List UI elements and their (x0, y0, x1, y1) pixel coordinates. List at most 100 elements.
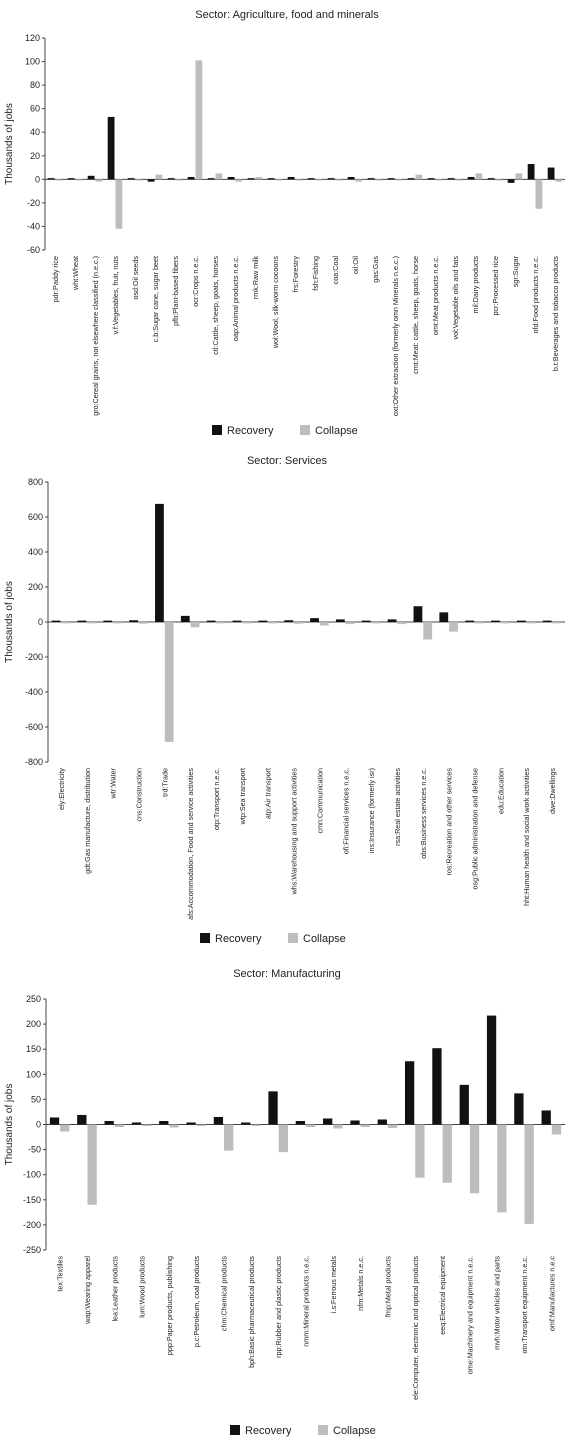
bar-collapse (60, 1124, 70, 1132)
y-tick-label: 80 (30, 80, 40, 90)
bar-recovery (491, 620, 500, 622)
bar-recovery (527, 164, 535, 180)
bar-collapse (455, 179, 463, 181)
legend-label-collapse: Collapse (315, 425, 358, 437)
category-label: nmm:Mineral products n.e.c. (302, 1256, 311, 1347)
category-label: cns:Construction (134, 768, 143, 822)
y-tick-label: -50 (28, 1145, 41, 1155)
category-label: mil:Dairy products (471, 256, 480, 314)
bar-collapse (552, 622, 562, 624)
bar-collapse (497, 1124, 507, 1213)
category-label: v.f:Vegetables, fruit, nuts (111, 256, 120, 335)
category-label: p.c:Petroleum, coal products (192, 1256, 201, 1347)
bar-collapse (75, 179, 83, 181)
bar-recovery (87, 175, 95, 180)
category-label: osg:Public administration and defense (471, 768, 480, 889)
category-label: gdt:Gas manufacture, distribution (83, 768, 92, 874)
category-label: wol:Wool, silk-worm cocoons (271, 256, 280, 350)
category-label: oil:Oil (351, 256, 360, 274)
bar-collapse (195, 60, 203, 180)
category-label: frs:Forestry (291, 256, 300, 293)
chart-services: Sector: Services -800 -600 -400 -200 0 200 400 6… (0, 450, 575, 960)
bar-recovery (268, 1091, 278, 1125)
bar-recovery (295, 1120, 305, 1125)
legend-label-collapse: Collapse (333, 1425, 376, 1437)
bar-recovery (347, 176, 355, 180)
y-tick-label: -200 (25, 652, 43, 662)
category-label: oxt:Other extraction (formerly omn Miner… (391, 256, 400, 416)
bar-recovery (241, 1122, 251, 1125)
bar-collapse (164, 622, 174, 742)
category-label: i.s:Ferrous metals (329, 1256, 338, 1314)
bar-collapse (435, 179, 443, 181)
bar-recovery (427, 178, 435, 180)
y-tick-label: 800 (28, 477, 43, 487)
category-label: rpp:Rubber and plastic products (274, 1256, 283, 1358)
bar-recovery (107, 116, 115, 180)
bar-recovery (467, 176, 475, 180)
legend-label-collapse: Collapse (303, 933, 346, 945)
y-tick-label: -200 (23, 1220, 41, 1230)
legend-swatch-recovery (230, 1425, 240, 1435)
chart-agriculture: Sector: Agriculture, food and minerals -6… (0, 0, 575, 450)
bar-recovery (486, 1015, 497, 1125)
chart-agriculture-svg: Sector: Agriculture, food and minerals -6… (4, 9, 565, 437)
bar-recovery (155, 503, 164, 622)
y-tick-label: 600 (28, 512, 43, 522)
bar-collapse (169, 1124, 179, 1128)
bar-recovery (187, 176, 195, 180)
y-tick-label: 400 (28, 547, 43, 557)
bar-recovery (327, 178, 335, 180)
bar-recovery (432, 1048, 442, 1125)
category-label: cmt:Meat: cattle, sheep, goats, horse (411, 256, 420, 374)
category-label: ctl:Cattle, sheep, goats, horses (211, 256, 220, 355)
category-label: mvh:Motor vehicles and parts (493, 1256, 502, 1350)
bar-collapse (294, 622, 303, 624)
bar-collapse (278, 1124, 288, 1153)
bar-collapse (175, 179, 183, 181)
bar-recovery (129, 620, 138, 622)
bar-collapse (375, 179, 383, 181)
bar-recovery (459, 1084, 469, 1125)
bar-collapse (138, 622, 148, 624)
y-tick-label: -60 (27, 245, 40, 255)
category-label: sgr:Sugar (511, 255, 520, 287)
y-tick-label: -800 (25, 757, 43, 767)
y-tick-label: -600 (25, 722, 43, 732)
category-label: pdr:Paddy rice (51, 256, 60, 302)
bar-collapse (142, 1124, 152, 1127)
category-label: afs:Accommodation, Food and service acti… (186, 768, 195, 920)
bar-recovery (51, 620, 61, 622)
bar-collapse (449, 622, 458, 632)
bar-collapse (475, 173, 483, 180)
y-tick-label: 50 (31, 1094, 41, 1104)
bar-recovery (323, 1118, 333, 1125)
bar-recovery (103, 620, 113, 622)
category-label: osd:Oil seeds (131, 256, 140, 300)
bar-collapse (360, 1124, 370, 1128)
bar-collapse (268, 622, 278, 624)
bar-collapse (315, 179, 323, 181)
category-label: dwe:Dwellings (548, 768, 557, 814)
y-tick-label: 40 (30, 127, 40, 137)
y-tick-label: 150 (26, 1044, 41, 1054)
bar-collapse (355, 179, 363, 182)
chart-title: Sector: Agriculture, food and minerals (195, 9, 379, 21)
category-label: ppp:Paper products, publishing (165, 1256, 174, 1355)
y-tick-label: -250 (23, 1245, 41, 1255)
legend-label-recovery: Recovery (227, 425, 274, 437)
bar-collapse (415, 1124, 425, 1178)
y-tick-label: 100 (25, 57, 40, 67)
bar-recovery (547, 167, 555, 180)
bar-collapse (115, 179, 123, 229)
bar-recovery (514, 1093, 524, 1125)
bar-recovery (284, 620, 294, 622)
category-label: otn:Transport equipment n.e.c. (520, 1256, 529, 1354)
bar-recovery (247, 178, 255, 180)
category-label: ins:Insurance (formerly isr) (367, 768, 376, 853)
bar-recovery (507, 179, 515, 183)
category-label: ele:Computer, electronic and optical pro… (411, 1256, 420, 1400)
bar-recovery (447, 178, 455, 180)
category-label: wap:Wearing apparel (83, 1256, 92, 1325)
category-label: coa:Coal (331, 256, 340, 285)
